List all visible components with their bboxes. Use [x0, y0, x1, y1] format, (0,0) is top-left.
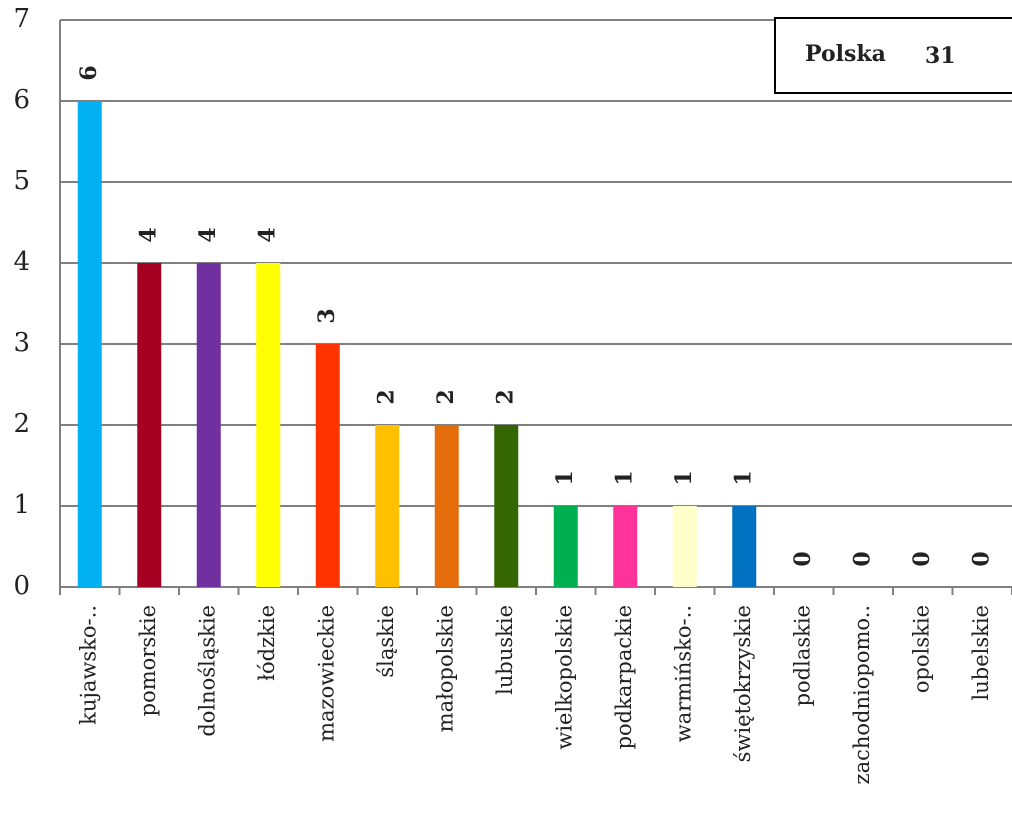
x-tick-label: śląskie [374, 605, 398, 678]
bar [494, 425, 519, 587]
x-tick-label: warmińsko-.. [671, 605, 695, 742]
x-tick-label: świętokrzyskie [731, 605, 755, 762]
data-label: 4 [195, 227, 221, 242]
bar [77, 101, 102, 587]
bar [256, 263, 281, 587]
data-label: 1 [671, 470, 697, 485]
x-tick-label: dolnośląskie [195, 605, 219, 737]
bar [613, 506, 638, 587]
x-tick-label: małopolskie [433, 605, 457, 732]
y-tick-label: 2 [13, 409, 30, 439]
data-label: 2 [492, 389, 518, 404]
bar [137, 263, 162, 587]
annotation-label: Polska [805, 41, 886, 67]
y-tick-label: 3 [13, 328, 30, 358]
data-label: 0 [968, 551, 994, 566]
x-tick-label: pomorskie [136, 605, 160, 716]
bar [375, 425, 400, 587]
data-label: 3 [314, 308, 340, 323]
y-tick-label: 6 [13, 85, 30, 115]
bar [672, 506, 697, 587]
data-label: 6 [76, 65, 102, 80]
x-tick-label: lubelskie [969, 605, 993, 700]
data-label: 2 [433, 389, 459, 404]
x-tick-label: podkarpackie [612, 605, 636, 749]
x-tick-label: kujawsko-.. [76, 605, 100, 725]
bar [315, 344, 340, 587]
y-tick-label: 7 [13, 4, 30, 34]
data-label: 4 [135, 227, 161, 242]
y-tick-label: 4 [13, 247, 30, 277]
x-tick-label: łódzkie [255, 605, 279, 681]
x-tick-label: zachodniopomo.. [850, 605, 874, 784]
x-tick-label: opolskie [909, 605, 933, 693]
bar [732, 506, 757, 587]
plot: 0 1 2 3 4 5 6 7 kujawsko-.. 6 pomorskie 4 dolnośląsk… [13, 4, 1012, 784]
x-tick-label: lubuskie [493, 605, 517, 695]
x-tick-label: mazowieckie [314, 605, 338, 742]
data-label: 1 [730, 470, 756, 485]
annotation-value: 31 [925, 43, 956, 69]
data-label: 0 [849, 551, 875, 566]
data-label: 4 [254, 227, 280, 242]
data-label: 0 [909, 551, 935, 566]
y-tick-label: 1 [13, 490, 30, 520]
x-tick-label: podlaskie [790, 605, 814, 706]
bar [196, 263, 221, 587]
y-tick-label: 5 [13, 166, 30, 196]
annotation-box [774, 17, 1012, 94]
x-tick-label: wielkopolskie [552, 605, 576, 750]
bar [553, 506, 578, 587]
bar [434, 425, 459, 587]
data-label: 0 [790, 551, 816, 566]
data-label: 1 [552, 470, 578, 485]
data-label: 1 [611, 470, 637, 485]
data-label: 2 [373, 389, 399, 404]
y-tick-label: 0 [13, 571, 30, 601]
